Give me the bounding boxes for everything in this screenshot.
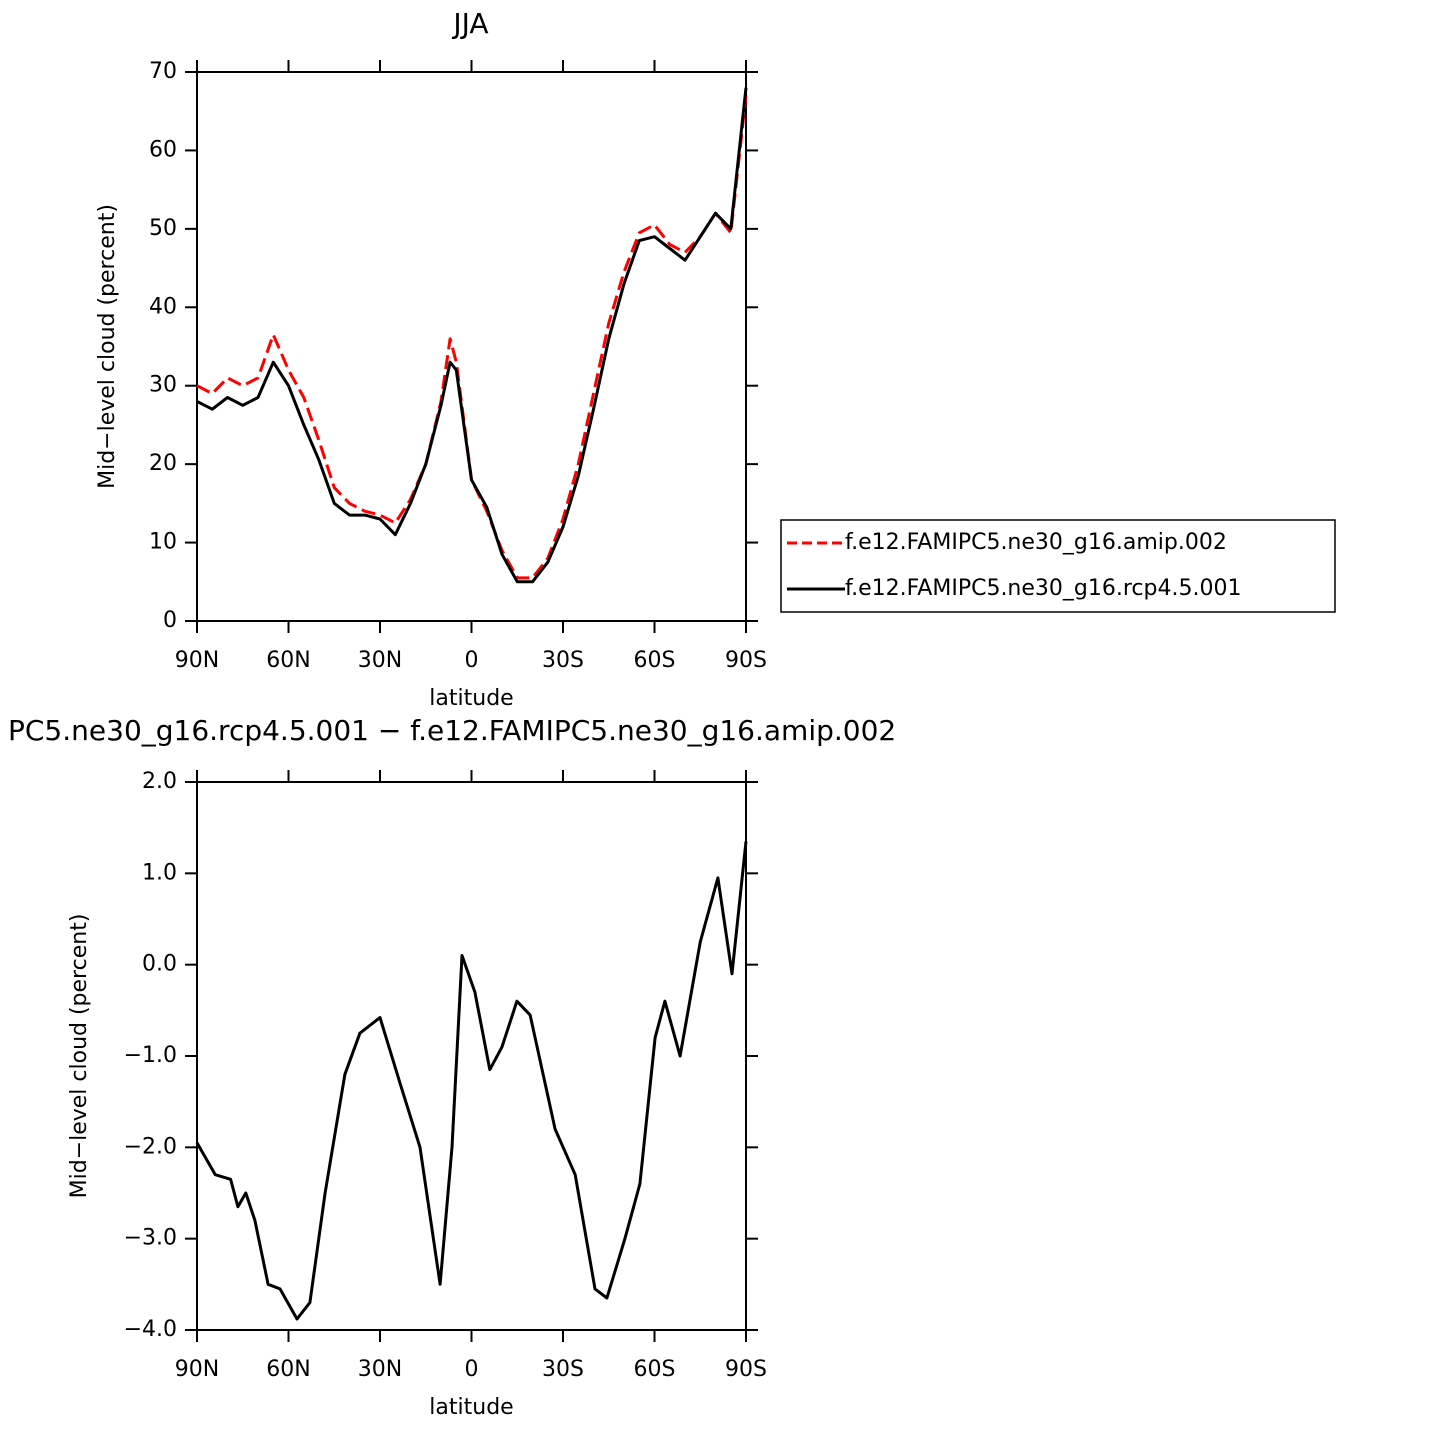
y-tick-label: 60: [149, 137, 177, 162]
x-tick-label: 90S: [725, 648, 767, 673]
y-tick-label: 20: [149, 451, 177, 476]
y-tick-label: 40: [149, 294, 177, 319]
data-line: [195, 841, 748, 1321]
chart-title: JJA: [451, 7, 488, 40]
y-tick-label: −1.0: [124, 1043, 177, 1068]
y-tick-label: −4.0: [124, 1317, 177, 1342]
legend-box: [780, 519, 1336, 613]
x-tick-label: 60S: [634, 648, 676, 673]
y-tick-label: −3.0: [124, 1226, 177, 1251]
plot-frame: [196, 71, 747, 622]
y-tick-label: 0: [163, 608, 177, 633]
y-tick-label: −2.0: [124, 1134, 177, 1159]
x-tick-label: 30S: [542, 1357, 584, 1382]
x-tick-label: 60S: [634, 1357, 676, 1382]
y-tick-label: 50: [149, 216, 177, 241]
x-tick-label: 0: [465, 1357, 479, 1382]
x-axis-label: latitude: [429, 1395, 513, 1420]
legend-label: f.e12.FAMIPC5.ne30_g16.amip.002: [845, 530, 1227, 555]
y-tick-label: 30: [149, 373, 177, 398]
x-tick-label: 90N: [175, 1357, 219, 1382]
y-tick-label: 10: [149, 530, 177, 555]
x-tick-label: 90S: [725, 1357, 767, 1382]
y-tick-label: 70: [149, 59, 177, 84]
x-tick-label: 60N: [266, 1357, 310, 1382]
y-axis-label: Mid−level cloud (percent): [67, 914, 92, 1199]
x-tick-label: 30N: [358, 1357, 402, 1382]
data-line: [196, 95, 748, 580]
x-tick-label: 30S: [542, 648, 584, 673]
data-line: [196, 87, 748, 584]
x-tick-label: 30N: [358, 648, 402, 673]
legend-label: f.e12.FAMIPC5.ne30_g16.rcp4.5.001: [845, 576, 1241, 601]
x-axis-label: latitude: [429, 686, 513, 711]
y-tick-label: 0.0: [142, 952, 177, 977]
x-tick-label: 0: [465, 648, 479, 673]
x-tick-label: 90N: [175, 648, 219, 673]
x-tick-label: 60N: [266, 648, 310, 673]
y-axis-label: Mid−level cloud (percent): [95, 204, 120, 489]
plot-frame: [196, 781, 747, 1331]
y-tick-label: 2.0: [142, 769, 177, 794]
y-tick-label: 1.0: [142, 860, 177, 885]
chart-title: PC5.ne30_g16.rcp4.5.001 − f.e12.FAMIPC5.…: [8, 714, 896, 747]
